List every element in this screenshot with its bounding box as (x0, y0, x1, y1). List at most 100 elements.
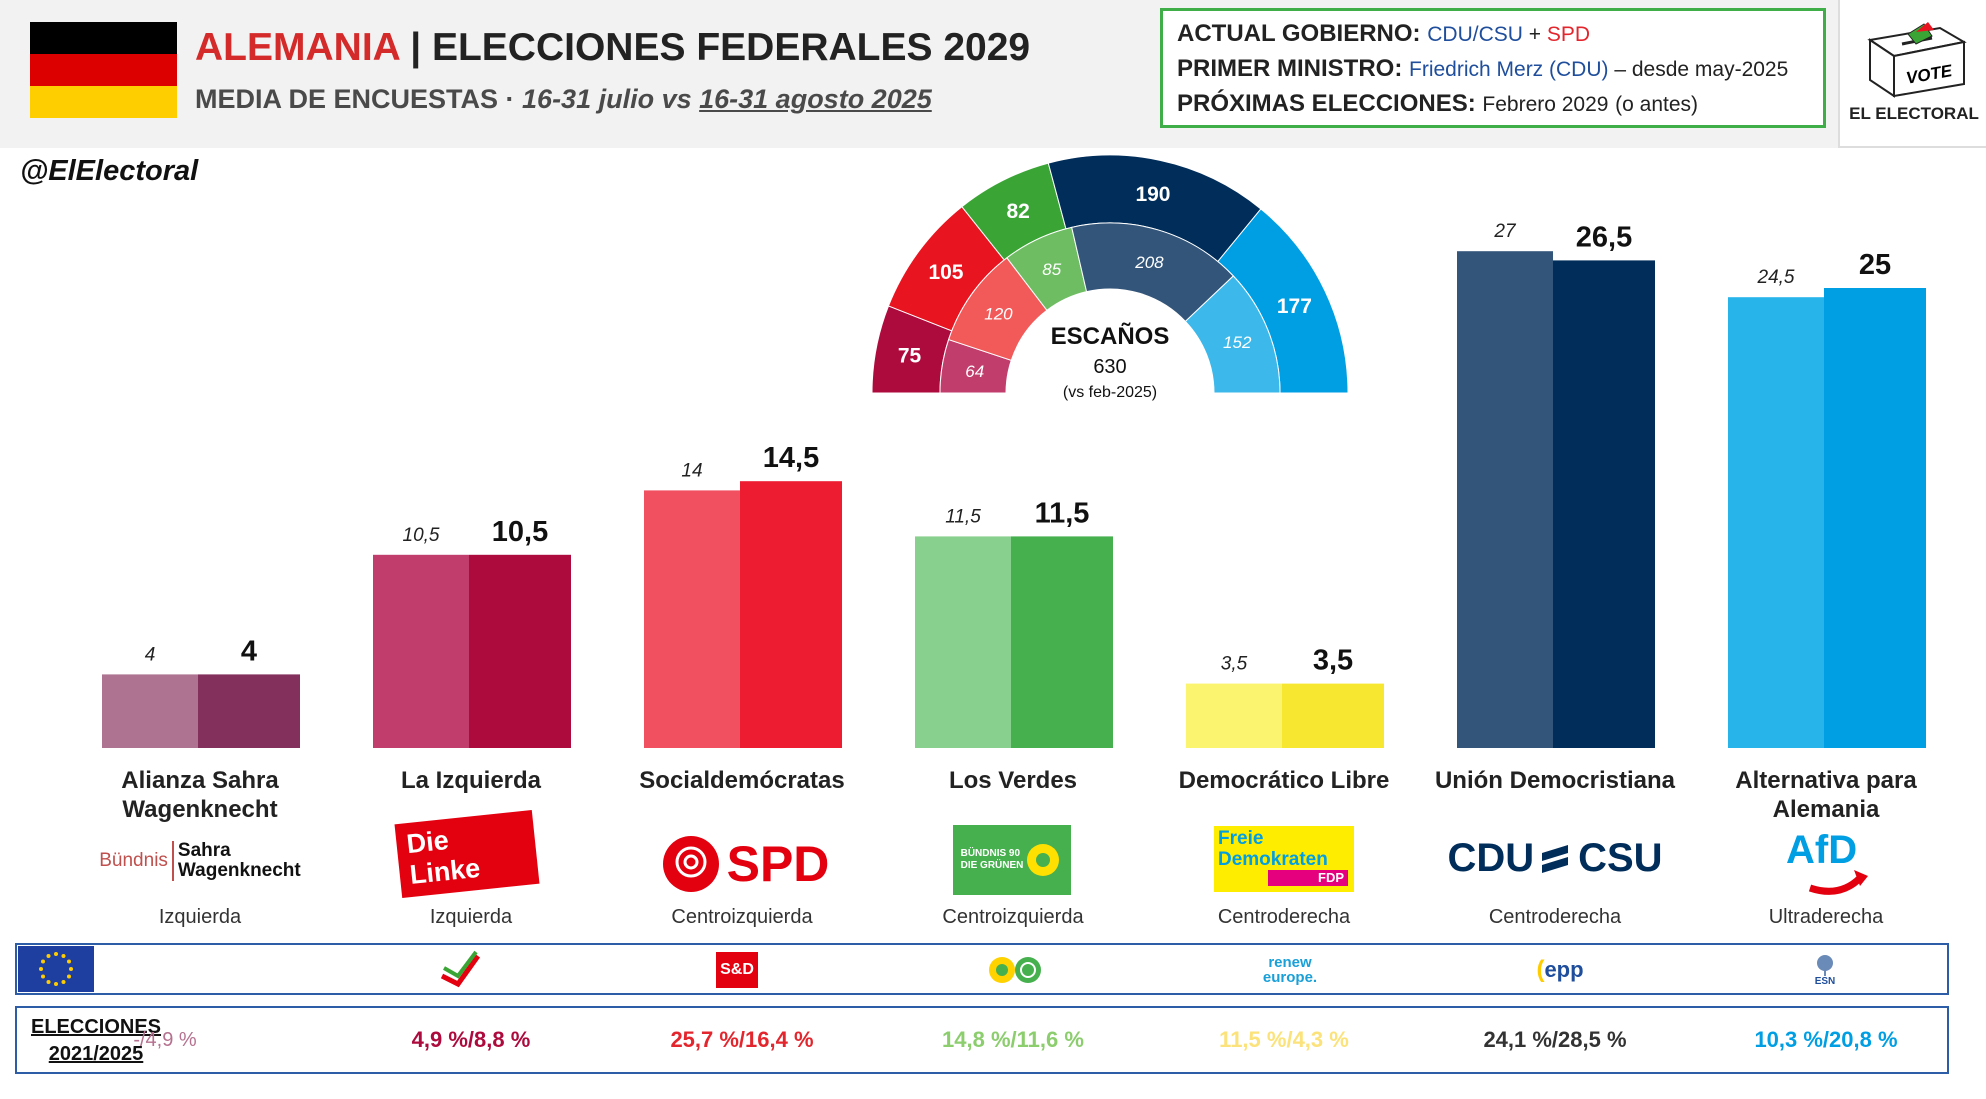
info-box: ACTUAL GOBIERNO: CDU/CSU + SPD PRIMER MI… (1160, 8, 1826, 128)
gov-party-b: SPD (1546, 23, 1591, 46)
label-curr-bsw: 4 (241, 635, 257, 667)
next-note: (o antes) (1615, 93, 1699, 116)
seats-inner-label-3: 208 (1134, 253, 1164, 272)
seats-outer-label-4: 177 (1277, 295, 1312, 318)
twitter-handle: @ElElectoral (20, 155, 199, 187)
flag-stripe-black (30, 22, 177, 54)
bars-layer: 4 4 10,5 10,5 14 14,5 11,5 11,5 3,5 3,5 27 26,5 24,5… (102, 221, 1926, 748)
title-rest: | ELECCIONES FEDERALES 2029 (399, 26, 1031, 69)
flag-stripe-gold (30, 86, 177, 118)
elections-label-a: ELECCIONES (31, 1016, 162, 1038)
info-prime-minister: PRIMER MINISTRO: Friedrich Merz (CDU) – … (1177, 52, 1809, 87)
page-subtitle: MEDIA DE ENCUESTAS · 16-31 julio vs 16-3… (195, 84, 932, 115)
label-prev-afd: 24,5 (1757, 267, 1795, 288)
party-name-afd: Alternativa para Alemania (1735, 767, 1917, 823)
afd-arrow-icon (1808, 870, 1868, 895)
next-colon: : (1467, 90, 1476, 117)
elections-label: ELECCIONES 2021/2025 (31, 1014, 161, 1068)
bar-prev-gruene (915, 536, 1011, 748)
bar-prev-spd (644, 490, 740, 748)
bsw-logo-c: Wagenknecht (177, 860, 301, 881)
subtitle-period-a: 16-31 julio vs (522, 84, 700, 114)
eu-flag-icon (18, 946, 94, 992)
bar-prev-fdp (1186, 683, 1282, 748)
label-curr-afd: 25 (1859, 249, 1891, 281)
label-prev-cdu: 27 (1493, 221, 1517, 242)
subtitle-sep: · (498, 84, 523, 114)
eu-star (41, 974, 46, 979)
csu-logo-text: CSU (1578, 835, 1663, 880)
eu-star (66, 974, 71, 979)
eu-star (54, 982, 58, 986)
bar-curr-spd (740, 481, 842, 748)
result-spd: 25,7 %/16,4 % (670, 1027, 814, 1052)
next-value: Febrero 2029 (1482, 93, 1609, 116)
subtitle-period-b: 16-31 agosto 2025 (699, 84, 932, 114)
party-name-cdu: Unión Democristiana (1434, 767, 1676, 794)
gov-plus: + (1522, 23, 1547, 46)
label-curr-gruene: 11,5 (1035, 497, 1090, 529)
gruene-logo: BÜNDNIS 90 DIE GRÜNEN (953, 825, 1071, 895)
result-fdp: 11,5 %/4,3 % (1219, 1027, 1349, 1052)
seats-outer-label-3: 190 (1135, 183, 1170, 206)
elections-label-b: 2021/2025 (48, 1043, 144, 1065)
gruene-logo-a: BÜNDNIS 90 (960, 848, 1021, 859)
eu-star (39, 967, 43, 971)
label-curr-fdp: 3,5 (1313, 645, 1353, 677)
party-name-gruene: Los Verdes (948, 767, 1078, 794)
ideology-bsw: Izquierda (158, 906, 242, 928)
elections-row: ELECCIONES 2021/2025 (15, 1006, 1949, 1074)
seats-inner-seg-4 (1184, 275, 1281, 394)
fdp-logo-c: FDP (1268, 870, 1348, 886)
fdp-logo-b: Demokraten (1218, 849, 1328, 870)
party-name-bsw: Alianza Sahra Wagenknecht (121, 767, 279, 823)
label-prev-linke: 10,5 (403, 525, 440, 546)
esn-tree-icon (1817, 954, 1833, 976)
subtitle-main: MEDIA DE ENCUESTAS (195, 84, 499, 114)
seats-total: 630 (1093, 356, 1126, 378)
seats-outer-label-2: 82 (1006, 200, 1029, 223)
page-title: ALEMANIA | ELECCIONES FEDERALES 2029 (195, 26, 1030, 70)
ideology-cdu: Centroderecha (1488, 906, 1622, 928)
label-curr-linke: 10,5 (492, 516, 548, 548)
left-group-icon (440, 950, 481, 988)
union-wave-icon (1542, 845, 1569, 873)
title-country: ALEMANIA (195, 26, 400, 69)
seats-note: (vs feb-2025) (1063, 384, 1157, 401)
eu-star (54, 952, 58, 956)
info-next-elections: PRÓXIMAS ELECCIONES: Febrero 2029 (o ant… (1177, 87, 1809, 122)
next-label: PRÓXIMAS ELECCIONES (1177, 90, 1468, 117)
cdu-csu-logo: CDU CSU (1430, 832, 1680, 884)
result-afd: 10,3 %/20,8 % (1754, 1027, 1898, 1052)
renew-text-a: renew (1268, 954, 1312, 971)
pm-label: PRIMER MINISTRO: (1177, 55, 1403, 82)
party-name-fdp: Democrático Libre (1178, 767, 1390, 794)
seats-outer-label-1: 105 (928, 261, 963, 284)
result-gruene: 14,8 %/11,6 % (942, 1027, 1084, 1052)
ideology-spd: Centroizquierda (671, 906, 813, 928)
ideology-afd: Ultraderecha (1768, 906, 1884, 928)
eu-star (69, 967, 73, 971)
seats-inner-label-0: 64 (965, 362, 984, 381)
parliament-chart: 75 105 82 190 177 64 120 85 208 152 (871, 154, 1349, 394)
party-name-linke: La Izquierda (400, 767, 542, 794)
label-prev-fdp: 3,5 (1221, 654, 1248, 675)
eu-star (46, 954, 51, 959)
eu-star (61, 954, 66, 959)
die-linke-logo-text: Die Linke (394, 809, 540, 899)
eu-star (66, 959, 71, 964)
label-prev-spd: 14 (681, 460, 702, 481)
seats-inner-label-4: 152 (1223, 333, 1252, 352)
poll-chart: 4 4 10,5 10,5 14 14,5 11,5 11,5 3,5 3,5 27 26,5 24,5… (102, 154, 1926, 748)
renew-europe-group-icon: renew europe. (1245, 950, 1335, 990)
bsw-logo: Bündnis Sahra Wagenknecht (82, 838, 318, 884)
cdu-logo-text: CDU (1447, 835, 1535, 880)
seats-inner-label-1: 120 (984, 304, 1013, 323)
result-cdu: 24,1 %/28,5 % (1483, 1027, 1627, 1052)
seats-title: ESCAÑOS (1051, 322, 1170, 350)
eu-star (46, 979, 51, 984)
bar-prev-bsw (102, 674, 198, 748)
seats-inner-label-2: 85 (1042, 260, 1061, 279)
pm-since: – desde may-2025 (1608, 58, 1789, 81)
ideology-fdp: Centroderecha (1217, 906, 1351, 928)
